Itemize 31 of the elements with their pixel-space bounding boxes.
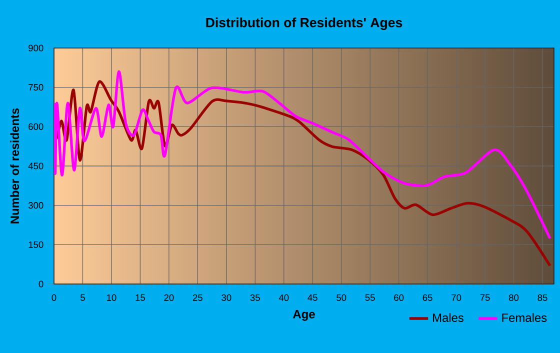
x-tick-label: 75 [480,294,490,301]
line-series [54,70,552,240]
legend-label: Females [502,313,547,322]
y-tick-label: 750 [28,84,44,91]
x-tick-label: 0 [52,294,56,301]
y-tick-label: 450 [28,162,44,170]
x-tick-label: 70 [452,294,462,301]
y-axis-title: Number of residents [10,108,20,224]
x-tick-label: 80 [508,294,519,301]
y-tick-label: 900 [28,44,44,52]
x-tick-label: 65 [422,294,432,301]
x-tick-label: 5 [80,294,85,301]
x-tick-label: 10 [107,294,116,301]
y-tick-label: 0 [38,280,44,288]
x-tick-label: 45 [308,294,318,301]
x-tick-label: 20 [164,294,174,301]
x-tick-label: 85 [538,294,548,301]
y-tick-label: 150 [28,241,44,248]
x-tick-label: 30 [222,294,232,301]
x-tick-label: 25 [192,294,202,301]
y-tick-label: 300 [28,202,44,209]
x-tick-label: 60 [394,294,404,301]
x-axis-title: Age [293,310,315,321]
legend-label: Males [433,313,464,322]
x-tick-label: 15 [136,294,145,301]
x-tick-label: 40 [278,294,289,301]
x-tick-label: 50 [336,294,346,301]
y-tick-label: 600 [28,123,44,130]
x-tick-label: 55 [365,294,375,301]
chart-title: Distribution of Residents' Ages [206,18,402,30]
x-tick-label: 35 [250,294,260,301]
